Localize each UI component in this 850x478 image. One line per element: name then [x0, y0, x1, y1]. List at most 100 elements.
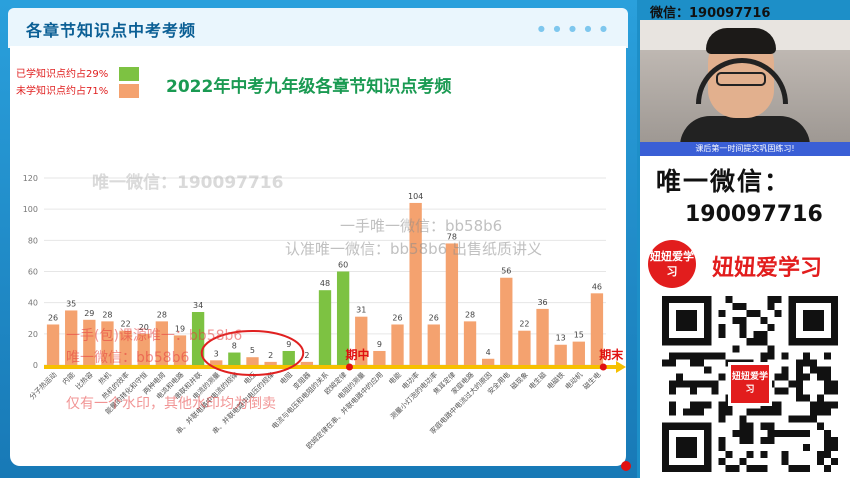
qr-module — [809, 408, 817, 416]
y-tick-label: 20 — [28, 330, 38, 339]
qr-module — [718, 443, 726, 451]
qr-module — [823, 408, 831, 416]
x-category-label: 电能 — [387, 370, 403, 386]
qr-module — [718, 324, 726, 332]
qr-module — [732, 464, 740, 472]
qr-module — [802, 415, 810, 423]
qr-module — [767, 352, 775, 360]
bar-value-label: 19 — [175, 324, 185, 333]
qr-module — [683, 380, 691, 388]
x-category-label: 内能 — [60, 370, 76, 386]
bar-value-label: 3 — [214, 349, 219, 358]
bar-value-label: 29 — [84, 309, 94, 318]
phase-marker-dot — [345, 363, 353, 371]
bar-value-label: 9 — [286, 340, 291, 349]
legend-unlearned: 未学知识点约占71% — [16, 82, 140, 98]
bar-value-label: 26 — [392, 313, 402, 322]
qr-module — [760, 317, 768, 325]
qr-module — [690, 380, 698, 388]
qr-module — [760, 436, 768, 444]
qr-module — [718, 373, 726, 381]
bar — [554, 344, 567, 365]
bar-value-label: 5 — [250, 346, 255, 355]
qr-module — [809, 415, 817, 423]
qr-module — [795, 366, 803, 374]
qr-module — [732, 303, 740, 311]
bar — [282, 350, 295, 365]
qr-module — [809, 359, 817, 367]
y-tick-label: 120 — [23, 174, 38, 183]
x-category-label: 电生磁 — [527, 370, 548, 391]
qr-module — [823, 387, 831, 395]
slide-header: 各章节知识点中考考频 ● ● ● ● ● — [8, 8, 628, 48]
qr-module — [830, 457, 838, 465]
bar — [572, 341, 585, 365]
qr-module — [802, 443, 810, 451]
qr-module — [676, 380, 684, 388]
qr-module — [718, 331, 726, 339]
qr-module — [830, 401, 838, 409]
bar-value-label: 9 — [377, 340, 382, 349]
qr-module — [683, 408, 691, 416]
qr-module — [809, 366, 817, 374]
qr-module — [753, 464, 761, 472]
teacher-video — [640, 20, 850, 155]
bar-value-label: 15 — [574, 331, 584, 340]
bar — [173, 335, 187, 365]
promo-wechat-id: 190097716 — [685, 202, 823, 227]
qr-module — [816, 450, 824, 458]
bar — [246, 357, 259, 365]
bar-value-label: 22 — [519, 320, 529, 329]
qr-module — [697, 359, 705, 367]
qr-module — [718, 310, 726, 318]
qr-module — [718, 436, 726, 444]
qr-center-logo: 妞妞爱学习 — [728, 362, 772, 406]
x-category-label: 电磁铁 — [545, 370, 566, 391]
qr-module — [739, 324, 747, 332]
promo-brand: 妞妞爱学习 — [712, 256, 823, 281]
chart-title: 2022年中考九年级各章节知识点考频 — [166, 77, 452, 97]
bar — [228, 352, 241, 365]
qr-module — [669, 380, 677, 388]
qr-module — [669, 401, 677, 409]
qr-module — [753, 310, 761, 318]
qr-module — [718, 415, 726, 423]
qr-module — [697, 352, 705, 360]
brand-logo: 妞妞爱学习 — [648, 240, 696, 288]
qr-module — [760, 422, 768, 430]
qr-module — [823, 436, 831, 444]
qr-module — [746, 464, 754, 472]
y-tick-label: 60 — [28, 268, 38, 277]
bar-value-label: 26 — [48, 313, 58, 322]
qr-module — [746, 310, 754, 318]
qr-module — [718, 352, 726, 360]
phase-marker-label: 期末 — [599, 347, 624, 362]
qr-module — [816, 401, 824, 409]
bar-value-label: 56 — [501, 267, 511, 276]
bar — [83, 319, 96, 365]
qr-module — [767, 422, 775, 430]
bar-value-label: 36 — [537, 298, 547, 307]
qr-module — [739, 317, 747, 325]
bar-value-label: 31 — [356, 306, 366, 315]
bar — [409, 202, 422, 365]
qr-module — [781, 387, 789, 395]
bar — [210, 360, 223, 365]
qr-module — [788, 429, 796, 437]
qr-module — [774, 310, 782, 318]
qr-module — [830, 443, 838, 451]
qr-module — [711, 352, 719, 360]
qr-module — [739, 331, 747, 339]
qr-module — [823, 380, 831, 388]
qr-module — [690, 387, 698, 395]
qr-module — [795, 394, 803, 402]
qr-module — [774, 429, 782, 437]
y-tick-label: 0 — [33, 361, 38, 370]
qr-module — [823, 429, 831, 437]
bar — [373, 350, 386, 365]
bar — [463, 321, 477, 365]
x-category-label: 磁生电 — [581, 370, 602, 391]
qr-module — [753, 331, 761, 339]
qr-module — [753, 338, 761, 346]
qr-module — [830, 436, 838, 444]
